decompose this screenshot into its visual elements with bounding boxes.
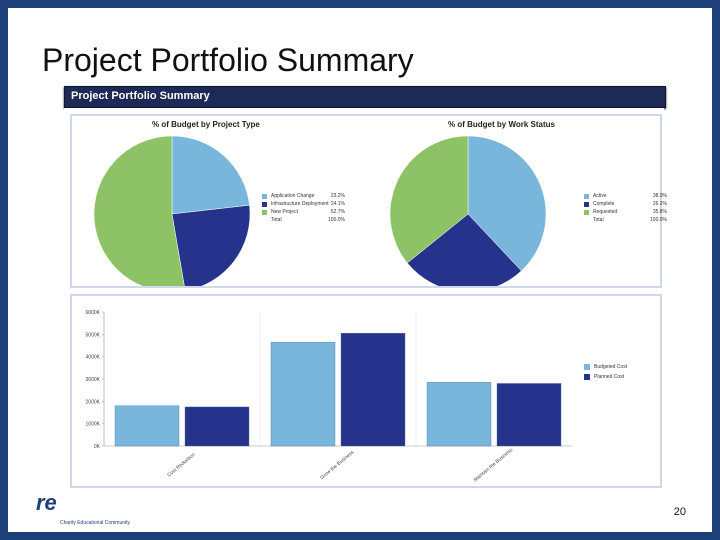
legend-total-label: Total bbox=[593, 217, 604, 223]
legend-swatch bbox=[584, 374, 590, 380]
legend-item: New Project 52.7% bbox=[262, 208, 345, 216]
svg-text:re: re bbox=[36, 490, 57, 515]
legend-value: 52.7% bbox=[330, 209, 345, 215]
pie2-slices bbox=[389, 135, 547, 286]
legend-total-label: Total bbox=[271, 217, 282, 223]
legend-swatch bbox=[262, 201, 267, 207]
legend-swatch bbox=[262, 193, 267, 199]
x-tick-label: Maintain the Business bbox=[473, 447, 515, 483]
y-tick-label: 6000K bbox=[86, 310, 101, 316]
pie-slice bbox=[171, 204, 251, 286]
legend-value: 38.0% bbox=[652, 193, 667, 199]
pie-slice bbox=[467, 135, 547, 272]
pie1-legend: Application Change 23.2% Infrastructure De… bbox=[262, 192, 345, 224]
legend-swatch bbox=[584, 364, 590, 370]
pie-slice bbox=[389, 135, 469, 264]
footer-tagline: Charity Educational Community bbox=[60, 520, 131, 526]
legend-total-value: 100.0% bbox=[328, 217, 345, 223]
bar bbox=[270, 341, 336, 447]
pie-slice bbox=[171, 135, 250, 215]
x-tick-label: Grow the Business bbox=[319, 449, 355, 481]
company-logo: re bbox=[36, 490, 57, 515]
legend-total-value: 100.0% bbox=[650, 217, 667, 223]
legend-item: Complete 26.2% bbox=[584, 200, 667, 208]
report-header-title: Project Portfolio Summary bbox=[71, 90, 210, 102]
bar-chart-svg: 6000K 5000K 4000K 3000K 2000K 1000K 0K Cost Red… bbox=[86, 310, 572, 483]
legend-value: 23.2% bbox=[330, 193, 345, 199]
legend-value: 26.2% bbox=[652, 201, 667, 207]
legend-label: Planned Cost bbox=[594, 374, 625, 380]
bar bbox=[114, 405, 180, 447]
bar bbox=[184, 406, 250, 447]
slide-title: Project Portfolio Summary bbox=[42, 42, 414, 78]
legend-label: Budgeted Cost bbox=[594, 364, 628, 370]
legend-swatch bbox=[262, 209, 267, 215]
bar bbox=[426, 382, 492, 447]
report-panel: % of Budget by Project Type % of Budget … bbox=[64, 108, 667, 488]
pie-charts-svg bbox=[93, 135, 547, 286]
bar bbox=[496, 383, 562, 447]
x-tick-label: Cost Reduction bbox=[166, 452, 196, 479]
legend-swatch bbox=[584, 209, 589, 215]
legend-swatch bbox=[584, 201, 589, 207]
pie-charts-panel: % of Budget by Project Type % of Budget … bbox=[70, 114, 667, 288]
page-number: 20 bbox=[673, 506, 686, 518]
pie2-title: % of Budget by Work Status bbox=[448, 120, 555, 129]
legend-item: Budgeted Cost bbox=[584, 362, 627, 372]
legend-item: Planned Cost bbox=[584, 372, 627, 382]
legend-item: Infrastructure Deployment 24.1% bbox=[262, 200, 345, 208]
legend-value: 24.1% bbox=[330, 201, 345, 207]
legend-value: 35.8% bbox=[652, 209, 667, 215]
legend-label: New Project bbox=[271, 209, 298, 215]
pie-slice bbox=[93, 135, 185, 286]
pie1-slices bbox=[93, 135, 251, 286]
legend-total: Total 100.0% bbox=[262, 216, 345, 224]
legend-total: Total 100.0% bbox=[584, 216, 667, 224]
y-tick-label: 1000K bbox=[86, 422, 101, 428]
pie1-title: % of Budget by Project Type bbox=[152, 120, 260, 129]
pie-slice bbox=[406, 213, 522, 286]
legend-item: Requested 35.8% bbox=[584, 208, 667, 216]
bar bbox=[340, 333, 406, 447]
pie2-legend: Active 38.0% Complete 26.2% Requested 35.8% To… bbox=[584, 192, 667, 224]
slide: Project Portfolio Summary Project Portfo… bbox=[8, 8, 712, 532]
legend-label: Infrastructure Deployment bbox=[271, 201, 329, 207]
legend-item: Active 38.0% bbox=[584, 192, 667, 200]
y-tick-label: 0K bbox=[94, 444, 101, 450]
y-tick-label: 2000K bbox=[86, 399, 101, 405]
bar-legend: Budgeted Cost Planned Cost bbox=[584, 362, 627, 382]
legend-label: Complete bbox=[593, 201, 615, 207]
legend-label: Active bbox=[593, 193, 607, 199]
y-tick-label: 4000K bbox=[86, 355, 101, 361]
y-tick-label: 5000K bbox=[86, 332, 101, 338]
legend-item: Application Change 23.2% bbox=[262, 192, 345, 200]
legend-label: Requested bbox=[593, 209, 618, 215]
legend-label: Application Change bbox=[271, 193, 315, 199]
legend-swatch bbox=[584, 193, 589, 199]
bar-chart-panel: 6000K 5000K 4000K 3000K 2000K 1000K 0K Cost Red… bbox=[70, 294, 662, 488]
report-header-bar: Project Portfolio Summary bbox=[64, 86, 666, 108]
y-tick-label: 3000K bbox=[86, 377, 101, 383]
